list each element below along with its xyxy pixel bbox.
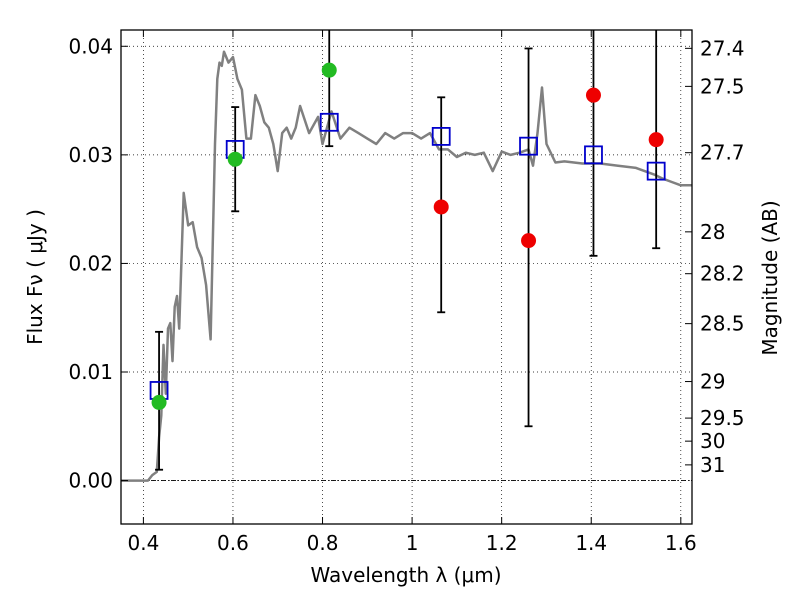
- mag-tick-label: 29: [700, 370, 725, 394]
- mag-tick-label: 28.2: [700, 262, 745, 286]
- y-tick-label: 0.00: [68, 469, 113, 493]
- model-spectrum-line: [121, 50, 692, 482]
- mag-tick-label: 27.5: [700, 74, 745, 98]
- green-circle-marker-2: [321, 62, 337, 78]
- mag-tick-label: 28.5: [700, 312, 745, 336]
- x-tick-label: 1.2: [486, 531, 518, 555]
- mag-tick-label: 27.7: [700, 141, 745, 165]
- x-tick-label: 0.4: [127, 531, 159, 555]
- green-circle-marker-0: [151, 394, 167, 410]
- plot-frame: [120, 29, 693, 525]
- mag-tick-label: 27.4: [700, 36, 745, 60]
- red-circle-marker-0: [433, 199, 449, 215]
- x-tick-label: 0.6: [217, 531, 249, 555]
- y-tick-label: 0.02: [68, 251, 113, 275]
- square-marker-3: [431, 127, 451, 146]
- x-tick-label: 0.8: [307, 531, 339, 555]
- x-tick-label: 1.6: [665, 531, 697, 555]
- y-axis-label: Flux Fν ( μJy ): [23, 209, 47, 345]
- data-markers: [149, 62, 666, 410]
- red-circle-marker-3: [648, 132, 664, 148]
- mag-tick-label: 28: [700, 220, 725, 244]
- red-circle-marker-1: [521, 233, 537, 249]
- mag-tick-label: 31: [700, 453, 725, 477]
- square-marker-4: [519, 136, 538, 156]
- square-marker-6: [646, 161, 666, 181]
- y-tick-label: 0.04: [68, 34, 113, 58]
- mag-tick-label: 30: [700, 429, 725, 453]
- x-tick-label: 1.4: [575, 531, 607, 555]
- x-tick-labels: 0.4 0.6 0.8 1 1.2 1.4 1.6: [127, 531, 696, 555]
- mag-tick-label: 29.5: [700, 406, 745, 430]
- green-circle-marker-1: [227, 151, 243, 167]
- x-axis-label: Wavelength λ (μm): [310, 563, 501, 587]
- axis-ticks: [121, 30, 692, 524]
- y-tick-label: 0.01: [68, 360, 113, 384]
- square-marker-2: [319, 112, 339, 132]
- y-tick-labels: 0.00 0.01 0.02 0.03 0.04: [68, 34, 113, 492]
- red-circle-marker-2: [585, 87, 601, 103]
- square-marker-5: [584, 145, 603, 165]
- x-tick-label: 1: [406, 531, 419, 555]
- y-tick-label: 0.03: [68, 143, 113, 167]
- magnitude-axis-label: Magnitude (AB): [758, 200, 782, 355]
